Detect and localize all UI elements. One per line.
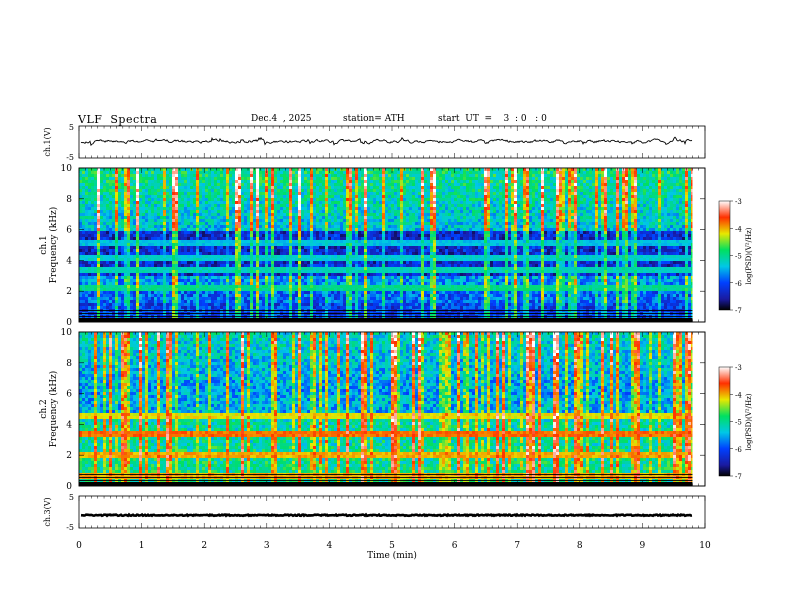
ch2-spectrogram-ytick: 0 bbox=[66, 482, 72, 492]
ch1-spectrogram-ytick: 6 bbox=[66, 226, 72, 236]
ch1-spectrogram-colorbar-tick: -4 bbox=[735, 225, 742, 233]
ch1-waveform-ylabel: ch.1(V) bbox=[43, 127, 52, 156]
ch2-spectrogram-ylabel: ch.2 bbox=[39, 399, 49, 418]
ch1-spectrogram-colorbar-tick: -6 bbox=[735, 280, 742, 288]
ch1-spectrogram-pixels bbox=[79, 168, 693, 322]
ch2-spectrogram-ylabel: Frequency (kHz) bbox=[48, 371, 59, 448]
date-label: Dec.4 , 2025 bbox=[251, 114, 312, 124]
ch1-spectrogram-ytick: 10 bbox=[61, 164, 73, 174]
ch2-spectrogram-ytick: 6 bbox=[66, 390, 72, 400]
x-tick-label: 2 bbox=[201, 541, 207, 551]
ch2-spectrogram-ytick: 8 bbox=[66, 359, 72, 369]
ch1-spectrogram-colorbar-tick: -3 bbox=[735, 198, 742, 206]
x-tick-label: 0 bbox=[76, 541, 82, 551]
ch3-waveform-ylabel: ch.3(V) bbox=[43, 497, 52, 526]
ch1-spectrogram-ytick: 0 bbox=[66, 318, 72, 328]
x-tick-label: 10 bbox=[699, 541, 711, 551]
ch1-waveform-ytick: 5 bbox=[69, 123, 74, 132]
ch1-spectrogram-ytick: 4 bbox=[66, 256, 72, 266]
figure-title: VLF Spectra bbox=[78, 113, 157, 126]
ch2-spectrogram-colorbar-tick: -6 bbox=[735, 446, 742, 454]
x-tick-label: 8 bbox=[577, 541, 583, 551]
ch1-spectrogram-ylabel: Frequency (kHz) bbox=[48, 207, 59, 284]
ch1-spectrogram-ytick: 2 bbox=[66, 287, 72, 297]
ch1-waveform-trace bbox=[80, 136, 693, 147]
x-tick-label: 4 bbox=[327, 541, 333, 551]
ch2-spectrogram-colorbar-tick: -3 bbox=[735, 364, 742, 372]
x-tick-label: 5 bbox=[389, 541, 395, 551]
ch1-waveform-ytick: -5 bbox=[66, 153, 74, 162]
ch2-spectrogram-colorbar-tick: -5 bbox=[735, 419, 742, 427]
ch1-spectrogram-ytick: 8 bbox=[66, 195, 72, 205]
ch2-colorbar bbox=[718, 366, 731, 477]
ch1-spectrogram-colorbar-label: log(PSD)(V²/Hz) bbox=[745, 227, 753, 284]
ch3-waveform-trace bbox=[80, 512, 693, 518]
ch1-spectrogram-ylabel: ch.1 bbox=[39, 235, 49, 254]
ch2-spectrogram-ytick: 10 bbox=[61, 328, 73, 338]
ch2-spectrogram-colorbar-tick: -4 bbox=[735, 391, 742, 399]
ch3-waveform-ytick: -5 bbox=[66, 523, 74, 532]
x-tick-label: 6 bbox=[452, 541, 458, 551]
start-ut-label: start UT = 3 : 0 : 0 bbox=[438, 114, 547, 124]
x-tick-label: 7 bbox=[514, 541, 520, 551]
ch1-spectrogram-colorbar-tick: -7 bbox=[735, 307, 742, 315]
ch1-colorbar bbox=[718, 200, 731, 311]
x-axis-label: Time (min) bbox=[367, 550, 417, 561]
ch2-spectrogram-pixels bbox=[79, 332, 693, 486]
ch3-waveform-ytick: 5 bbox=[69, 493, 74, 502]
ch2-spectrogram-colorbar-tick: -7 bbox=[735, 473, 742, 481]
ch2-spectrogram-ytick: 2 bbox=[66, 451, 72, 461]
x-tick-label: 1 bbox=[139, 541, 145, 551]
x-tick-label: 9 bbox=[640, 541, 646, 551]
ch2-spectrogram-ytick: 4 bbox=[66, 420, 72, 430]
station-label: station= ATH bbox=[343, 114, 405, 124]
x-tick-label: 3 bbox=[264, 541, 270, 551]
ch1-spectrogram-colorbar-tick: -5 bbox=[735, 253, 742, 261]
ch2-spectrogram-colorbar-label: log(PSD)(V²/Hz) bbox=[745, 393, 753, 450]
